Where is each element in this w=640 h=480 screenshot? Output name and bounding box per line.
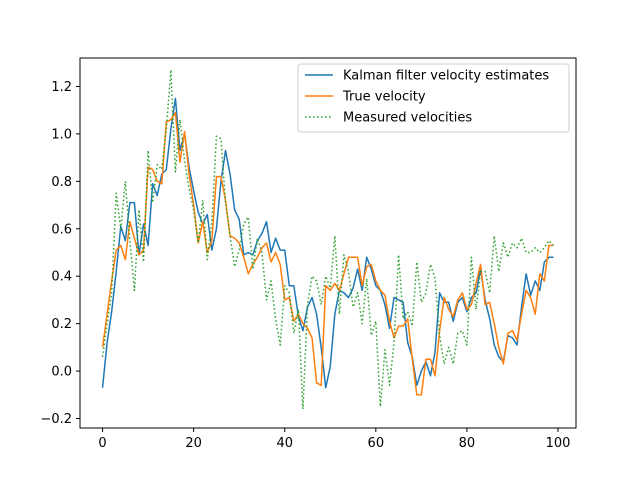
legend-box [297,63,570,133]
y-tick-label: 0.6 [51,222,72,237]
y-tick-label: −0.2 [40,412,72,427]
series-line-2 [101,69,554,410]
legend-entry-label: Measured velocities [343,111,472,126]
legend: Kalman filter velocity estimates True vel… [297,63,570,133]
y-tick-label: 0.4 [51,270,72,285]
x-tick-label: 80 [459,436,476,451]
y-tick-label: 1.0 [51,127,72,142]
x-tick-label: 60 [368,436,385,451]
y-tick-label: 1.2 [51,80,72,95]
legend-entry-label: True velocity [342,90,426,105]
series-line-1 [101,111,554,396]
y-tick-label: 0.0 [51,365,72,380]
y-tick-label: 0.2 [51,317,72,332]
x-tick-label: 20 [185,436,202,451]
x-tick-label: 0 [98,436,106,451]
x-tick-label: 40 [276,436,293,451]
y-axis: −0.2 0.0 0.2 0.4 0.6 0.8 1.0 1.2 [40,80,80,427]
series-layer [101,69,554,410]
plot-frame [79,57,577,429]
series-line-0 [101,97,554,389]
y-tick-label: 0.8 [51,175,72,190]
legend-entry-label: Kalman filter velocity estimates [343,69,549,84]
x-tick-label: 100 [546,436,571,451]
x-axis: 0 20 40 60 80 100 [98,428,570,451]
